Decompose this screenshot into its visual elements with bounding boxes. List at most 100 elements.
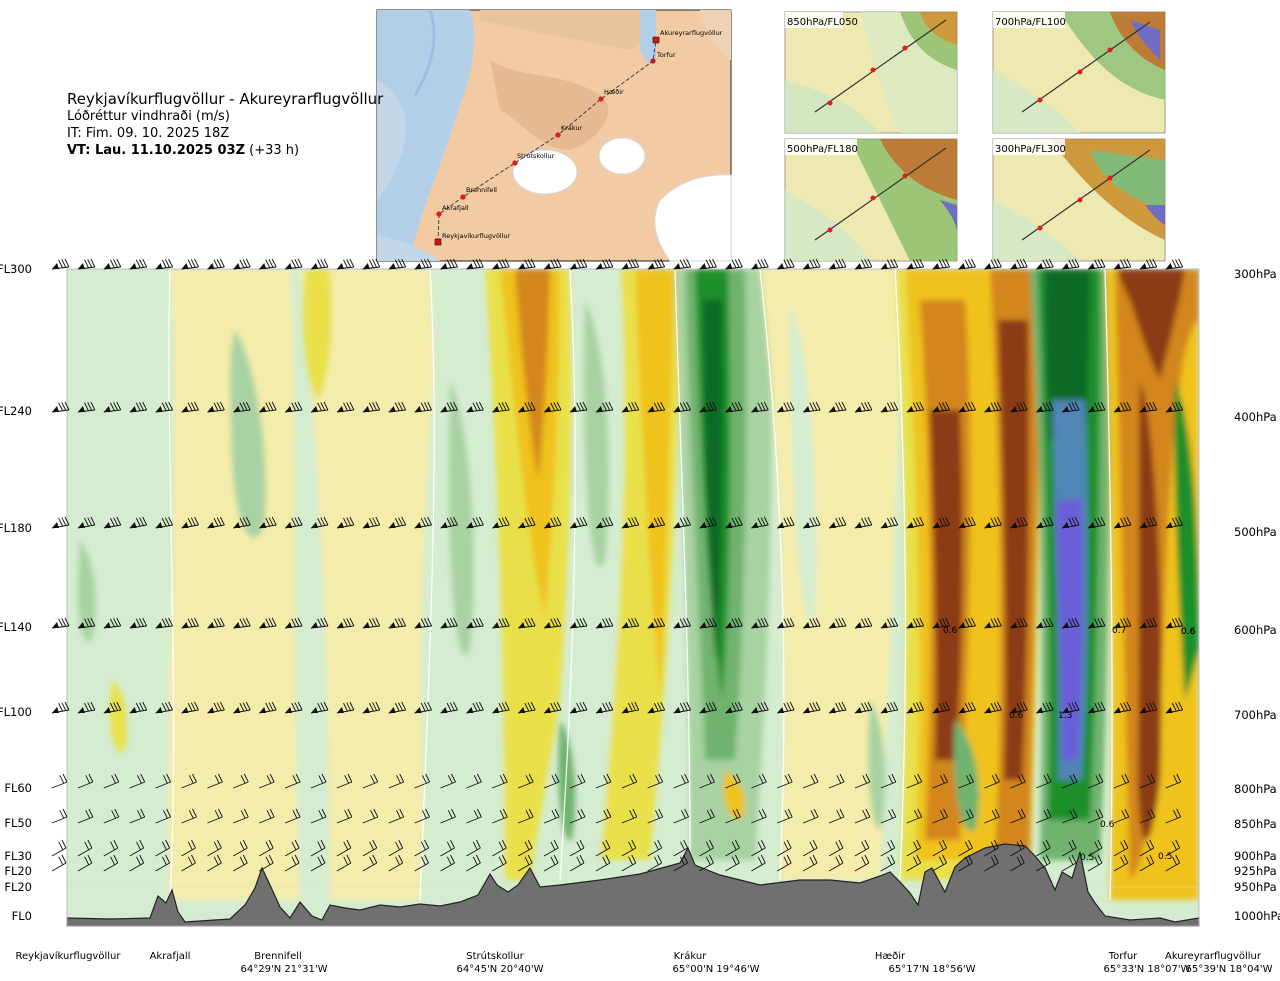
wind-barb [543, 808, 560, 824]
wind-barb [958, 701, 976, 714]
wind-barbs [51, 258, 1184, 872]
wind-barb-pennant [311, 622, 318, 628]
wind-barb [181, 617, 199, 629]
band-neg-strong-2 [635, 269, 675, 700]
fl-label: FL180 [0, 521, 32, 535]
wind-barb [336, 808, 353, 824]
wind-barb [284, 773, 301, 789]
wind-barb [336, 839, 352, 857]
pressure-label: 900hPa [1234, 849, 1277, 863]
wind-barb [414, 617, 433, 629]
wind-barb [673, 516, 692, 529]
cross-section-plot: 0.6 0.7 0.6 0.6 0.6 1.3 0.5 0.5 0.6 FL30… [0, 258, 1280, 975]
wind-barb [103, 854, 119, 872]
wind-barb [699, 617, 717, 629]
wind-barb [1036, 401, 1054, 413]
wind-barb [880, 808, 897, 824]
contour-lines [168, 269, 1113, 901]
wind-barb [1010, 258, 1028, 270]
wind-barb-pennant [492, 406, 500, 412]
wind-barb [880, 773, 897, 789]
wind-barb-pennant [1010, 406, 1018, 412]
wind-barb [932, 516, 951, 529]
wind-barb [310, 701, 329, 714]
wind-barb [1165, 773, 1182, 789]
wind-barb-pennant [751, 707, 759, 713]
wind-barb [181, 516, 199, 529]
wind-barb [129, 808, 146, 824]
wind-barb [906, 258, 925, 270]
wind-barb [310, 617, 329, 629]
band-pos-5 [560, 269, 640, 880]
wind-barb [673, 401, 692, 413]
band-neg-mid-1 [303, 269, 332, 400]
wind-barb [751, 401, 769, 413]
wind-barb [1010, 839, 1025, 857]
wind-barb [233, 854, 248, 872]
wind-barb-pennant [414, 406, 422, 412]
wind-barb [828, 617, 847, 629]
wind-barb [828, 773, 845, 789]
wind-barb-pennant [492, 707, 500, 713]
wind-barb-pennant [336, 406, 344, 412]
band-pos-6 [583, 300, 609, 567]
band-pos-11 [790, 300, 817, 622]
wind-barb-pennant [77, 263, 85, 269]
wind-barb-pennant [751, 522, 759, 528]
wind-barb-pennant [207, 522, 215, 528]
wind-barb [77, 401, 96, 413]
wind-barb [1036, 516, 1054, 529]
wind-barb [310, 854, 326, 872]
wind-barb [181, 773, 197, 789]
wind-barb-pennant [518, 406, 526, 412]
wind-barb [802, 839, 818, 857]
wind-barb [51, 701, 70, 714]
wind-barb [906, 701, 925, 714]
valid-time-main: VT: Lau. 11.10.2025 03Z [67, 143, 246, 158]
wind-barb-pennant [207, 263, 215, 269]
location-name: Akureyrarflugvöllur [1165, 951, 1262, 962]
wind-barb-pennant [388, 263, 396, 269]
band-pos-18 [1174, 380, 1199, 700]
wind-barb [828, 516, 847, 529]
left-axis-flight-levels: FL300 FL240 FL180 FL140 FL100 FL60 FL50 … [0, 262, 32, 923]
wind-barb-pennant [803, 522, 811, 528]
panel-700hpa-label: 700hPa/FL100 [995, 17, 1066, 28]
wind-barb [906, 516, 925, 529]
wind-barb-pennant [673, 522, 681, 528]
wind-barb [1087, 808, 1104, 824]
location-name: Torfur [1108, 951, 1138, 962]
wind-barb-pennant [181, 522, 189, 528]
wind-barb [388, 701, 407, 714]
location-name: Strútskollur [466, 950, 524, 962]
wind-barb-pennant [544, 263, 552, 269]
band-neg-extreme-2 [998, 320, 1029, 780]
wind-barb [388, 617, 407, 629]
wind-barb [440, 808, 456, 824]
wind-barb [828, 839, 844, 857]
wind-barb-pennant [958, 522, 966, 528]
wind-barb-pennant [829, 707, 836, 713]
wind-barb [492, 701, 510, 714]
wind-barb-pennant [984, 622, 992, 628]
fl-label: FL60 [4, 781, 32, 795]
map-label-torfur: Torfur [656, 51, 676, 59]
wind-barb [1165, 854, 1181, 872]
wind-barb [181, 258, 199, 270]
wind-barb-pennant [518, 707, 526, 713]
wind-barb-pennant [311, 522, 318, 528]
band-pos-4 [448, 380, 474, 655]
route-waypoint-labels: Akureyrarflugvöllur Torfur Hæðir Krákur … [442, 29, 723, 240]
wind-barb-pennant [751, 406, 759, 412]
wind-barb [725, 701, 743, 714]
map-label-akrafjall: Akrafjall [442, 204, 469, 212]
wind-barb [518, 617, 536, 629]
wind-barb-pennant [77, 622, 85, 628]
wind-barb [77, 854, 93, 872]
wind-barb [77, 839, 93, 857]
wind-barb [544, 258, 562, 270]
wind-barb-pennant [699, 707, 707, 713]
wind-barb [362, 401, 381, 413]
wind-barb [621, 839, 637, 857]
